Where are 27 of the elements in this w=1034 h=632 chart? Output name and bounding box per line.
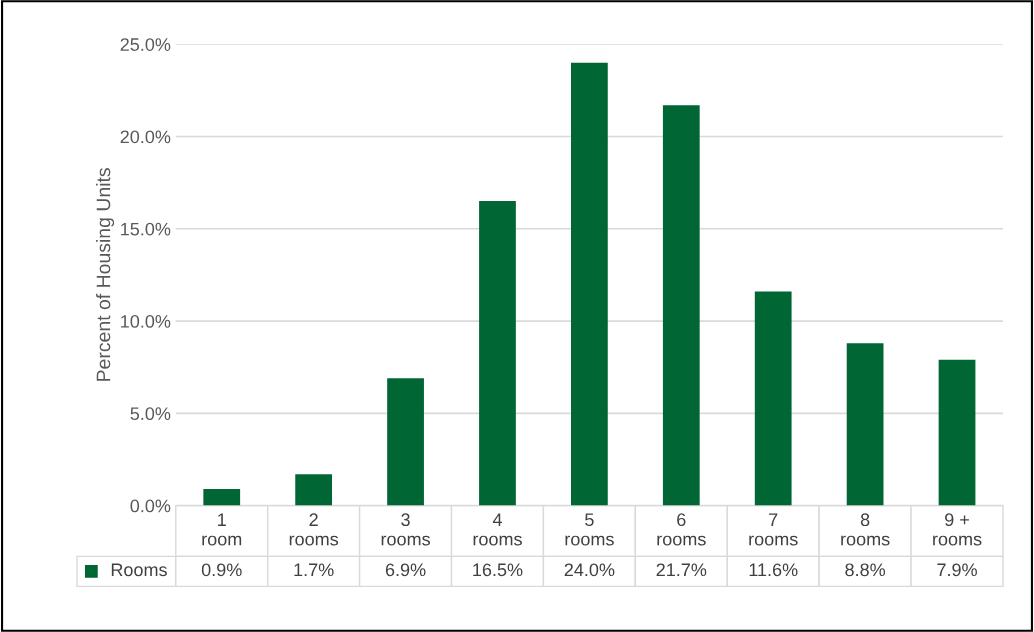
data-label: 8.8% <box>845 563 886 577</box>
data-label: 21.7% <box>656 563 707 577</box>
y-tick-label: 5.0% <box>130 407 171 421</box>
data-label: 1.7% <box>294 563 334 577</box>
x-tick-label: 8 rooms <box>841 513 890 546</box>
x-tick-label: 1 room <box>202 513 242 546</box>
data-label: 24.0% <box>564 563 615 577</box>
data-label: 0.9% <box>201 563 242 577</box>
data-label: 11.6% <box>749 563 798 577</box>
y-tick-label: 25.0% <box>120 38 171 51</box>
y-tick-label: 15.0% <box>121 222 171 236</box>
y-tick-label: 0.0% <box>130 499 171 513</box>
x-tick-label: 6 rooms <box>657 513 706 546</box>
y-tick-label: 20.0% <box>120 130 171 144</box>
x-tick-label: 9 + rooms <box>933 513 982 546</box>
data-label: 6.9% <box>385 563 426 577</box>
bar <box>203 488 241 506</box>
x-tick-label: 4 rooms <box>473 513 522 546</box>
data-label: 16.5% <box>473 563 523 577</box>
data-label: 7.9% <box>937 563 977 577</box>
x-tick-label: 3 rooms <box>381 513 430 546</box>
y-tick-label: 10.0% <box>121 314 171 328</box>
legend-label: Rooms <box>111 563 167 577</box>
y-axis-title: Percent of Housing Units <box>96 168 115 381</box>
x-tick-label: 7 rooms <box>749 513 798 546</box>
x-tick-label: 5 rooms <box>565 513 614 546</box>
x-tick-label: 2 rooms <box>289 513 339 546</box>
